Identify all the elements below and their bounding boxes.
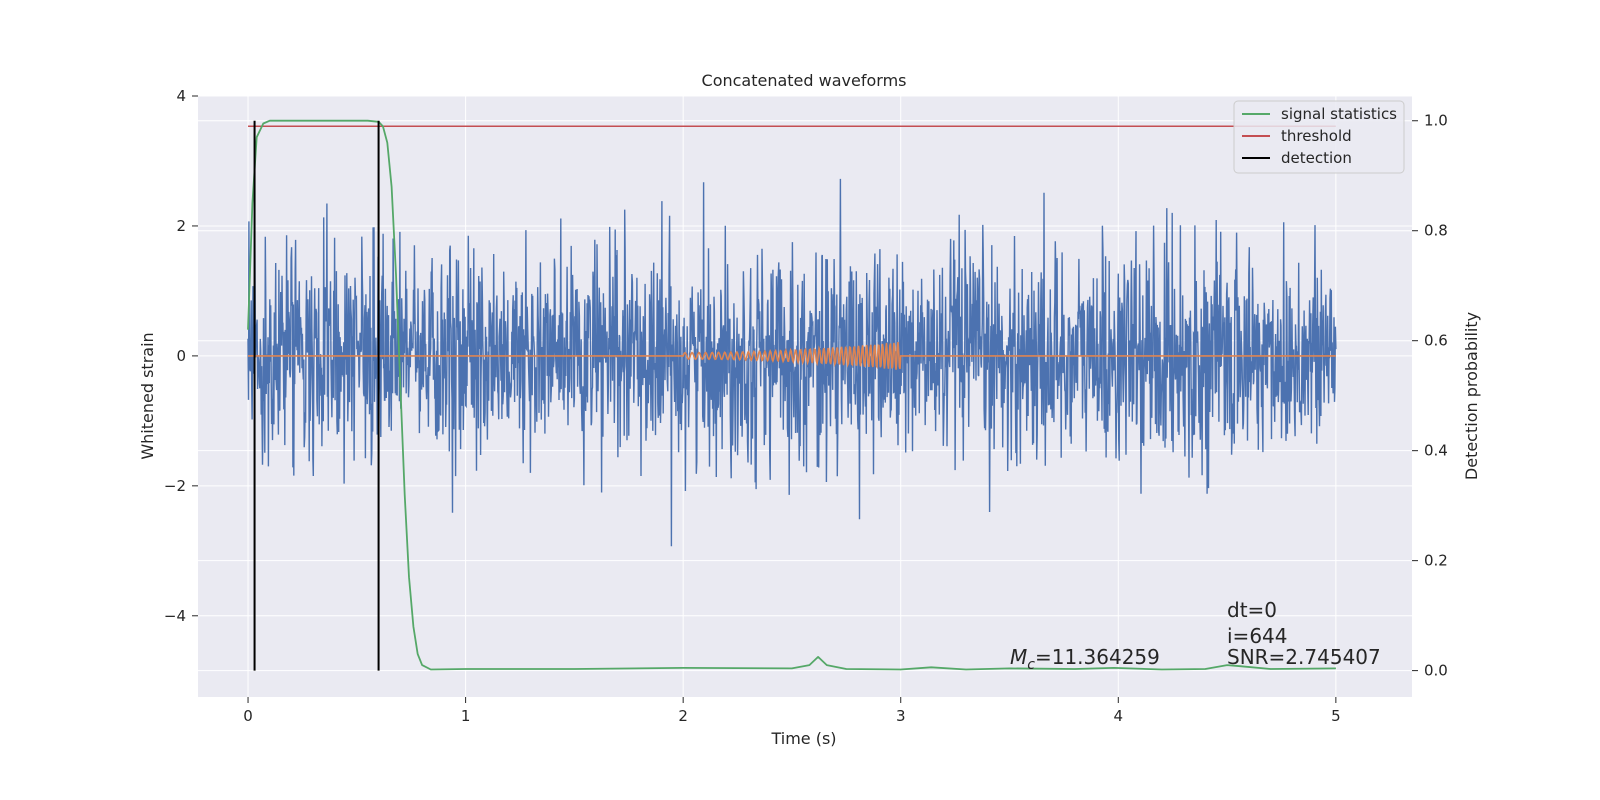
mc-subscript: c [1027, 657, 1035, 673]
y-axis-left: 4 2 0 −2 −4 [164, 87, 198, 625]
y-tick-label: 0 [176, 347, 186, 365]
legend-label-detection: detection [1281, 149, 1352, 167]
legend-box [1233, 100, 1405, 174]
mc-annotation: Mc=11.364259 [1010, 645, 1160, 673]
x-tick-label: 1 [461, 707, 471, 725]
y2-tick-label: 1.0 [1424, 112, 1448, 130]
x-axis: 0 1 2 3 4 5 [243, 697, 1341, 725]
x-tick-label: 0 [243, 707, 253, 725]
i-annotation: i=644 [1227, 624, 1288, 648]
template-line [248, 342, 1336, 370]
dt-annotation: dt=0 [1227, 598, 1277, 622]
y2-tick-label: 0.0 [1424, 662, 1448, 680]
x-tick-label: 3 [896, 707, 906, 725]
snr-annotation: SNR=2.745407 [1227, 645, 1381, 669]
mc-value: =11.364259 [1035, 645, 1160, 669]
legend-label-signal-statistics: signal statistics [1281, 105, 1397, 123]
legend-label-threshold: threshold [1281, 127, 1352, 145]
y-axis-right: 1.0 0.8 0.6 0.4 0.2 0.0 [1412, 112, 1448, 680]
annotations: Mc=11.364259 dt=0 i=644 SNR=2.745407 [1010, 598, 1381, 673]
y2-tick-label: 0.2 [1424, 552, 1448, 570]
mc-symbol: M [1010, 645, 1027, 669]
chart-title: Concatenated waveforms [702, 71, 907, 90]
signal-statistics-line [247, 119, 1336, 671]
y2-axis-label: Detection probability [1462, 312, 1481, 480]
y-tick-label: −2 [164, 477, 186, 495]
strain-line [247, 178, 1337, 547]
x-tick-label: 5 [1331, 707, 1341, 725]
legend: signal statistics threshold detection [1233, 100, 1405, 174]
x-tick-label: 4 [1114, 707, 1124, 725]
y-tick-label: 4 [176, 87, 186, 105]
y-axis-label: Whitened strain [138, 332, 157, 459]
y-tick-label: 2 [176, 217, 186, 235]
y2-tick-label: 0.8 [1424, 222, 1448, 240]
x-axis-label: Time (s) [770, 729, 836, 748]
y2-tick-label: 0.4 [1424, 442, 1448, 460]
y2-tick-label: 0.6 [1424, 332, 1448, 350]
series-layer [247, 119, 1337, 671]
y-tick-label: −4 [164, 607, 186, 625]
x-tick-label: 2 [678, 707, 688, 725]
